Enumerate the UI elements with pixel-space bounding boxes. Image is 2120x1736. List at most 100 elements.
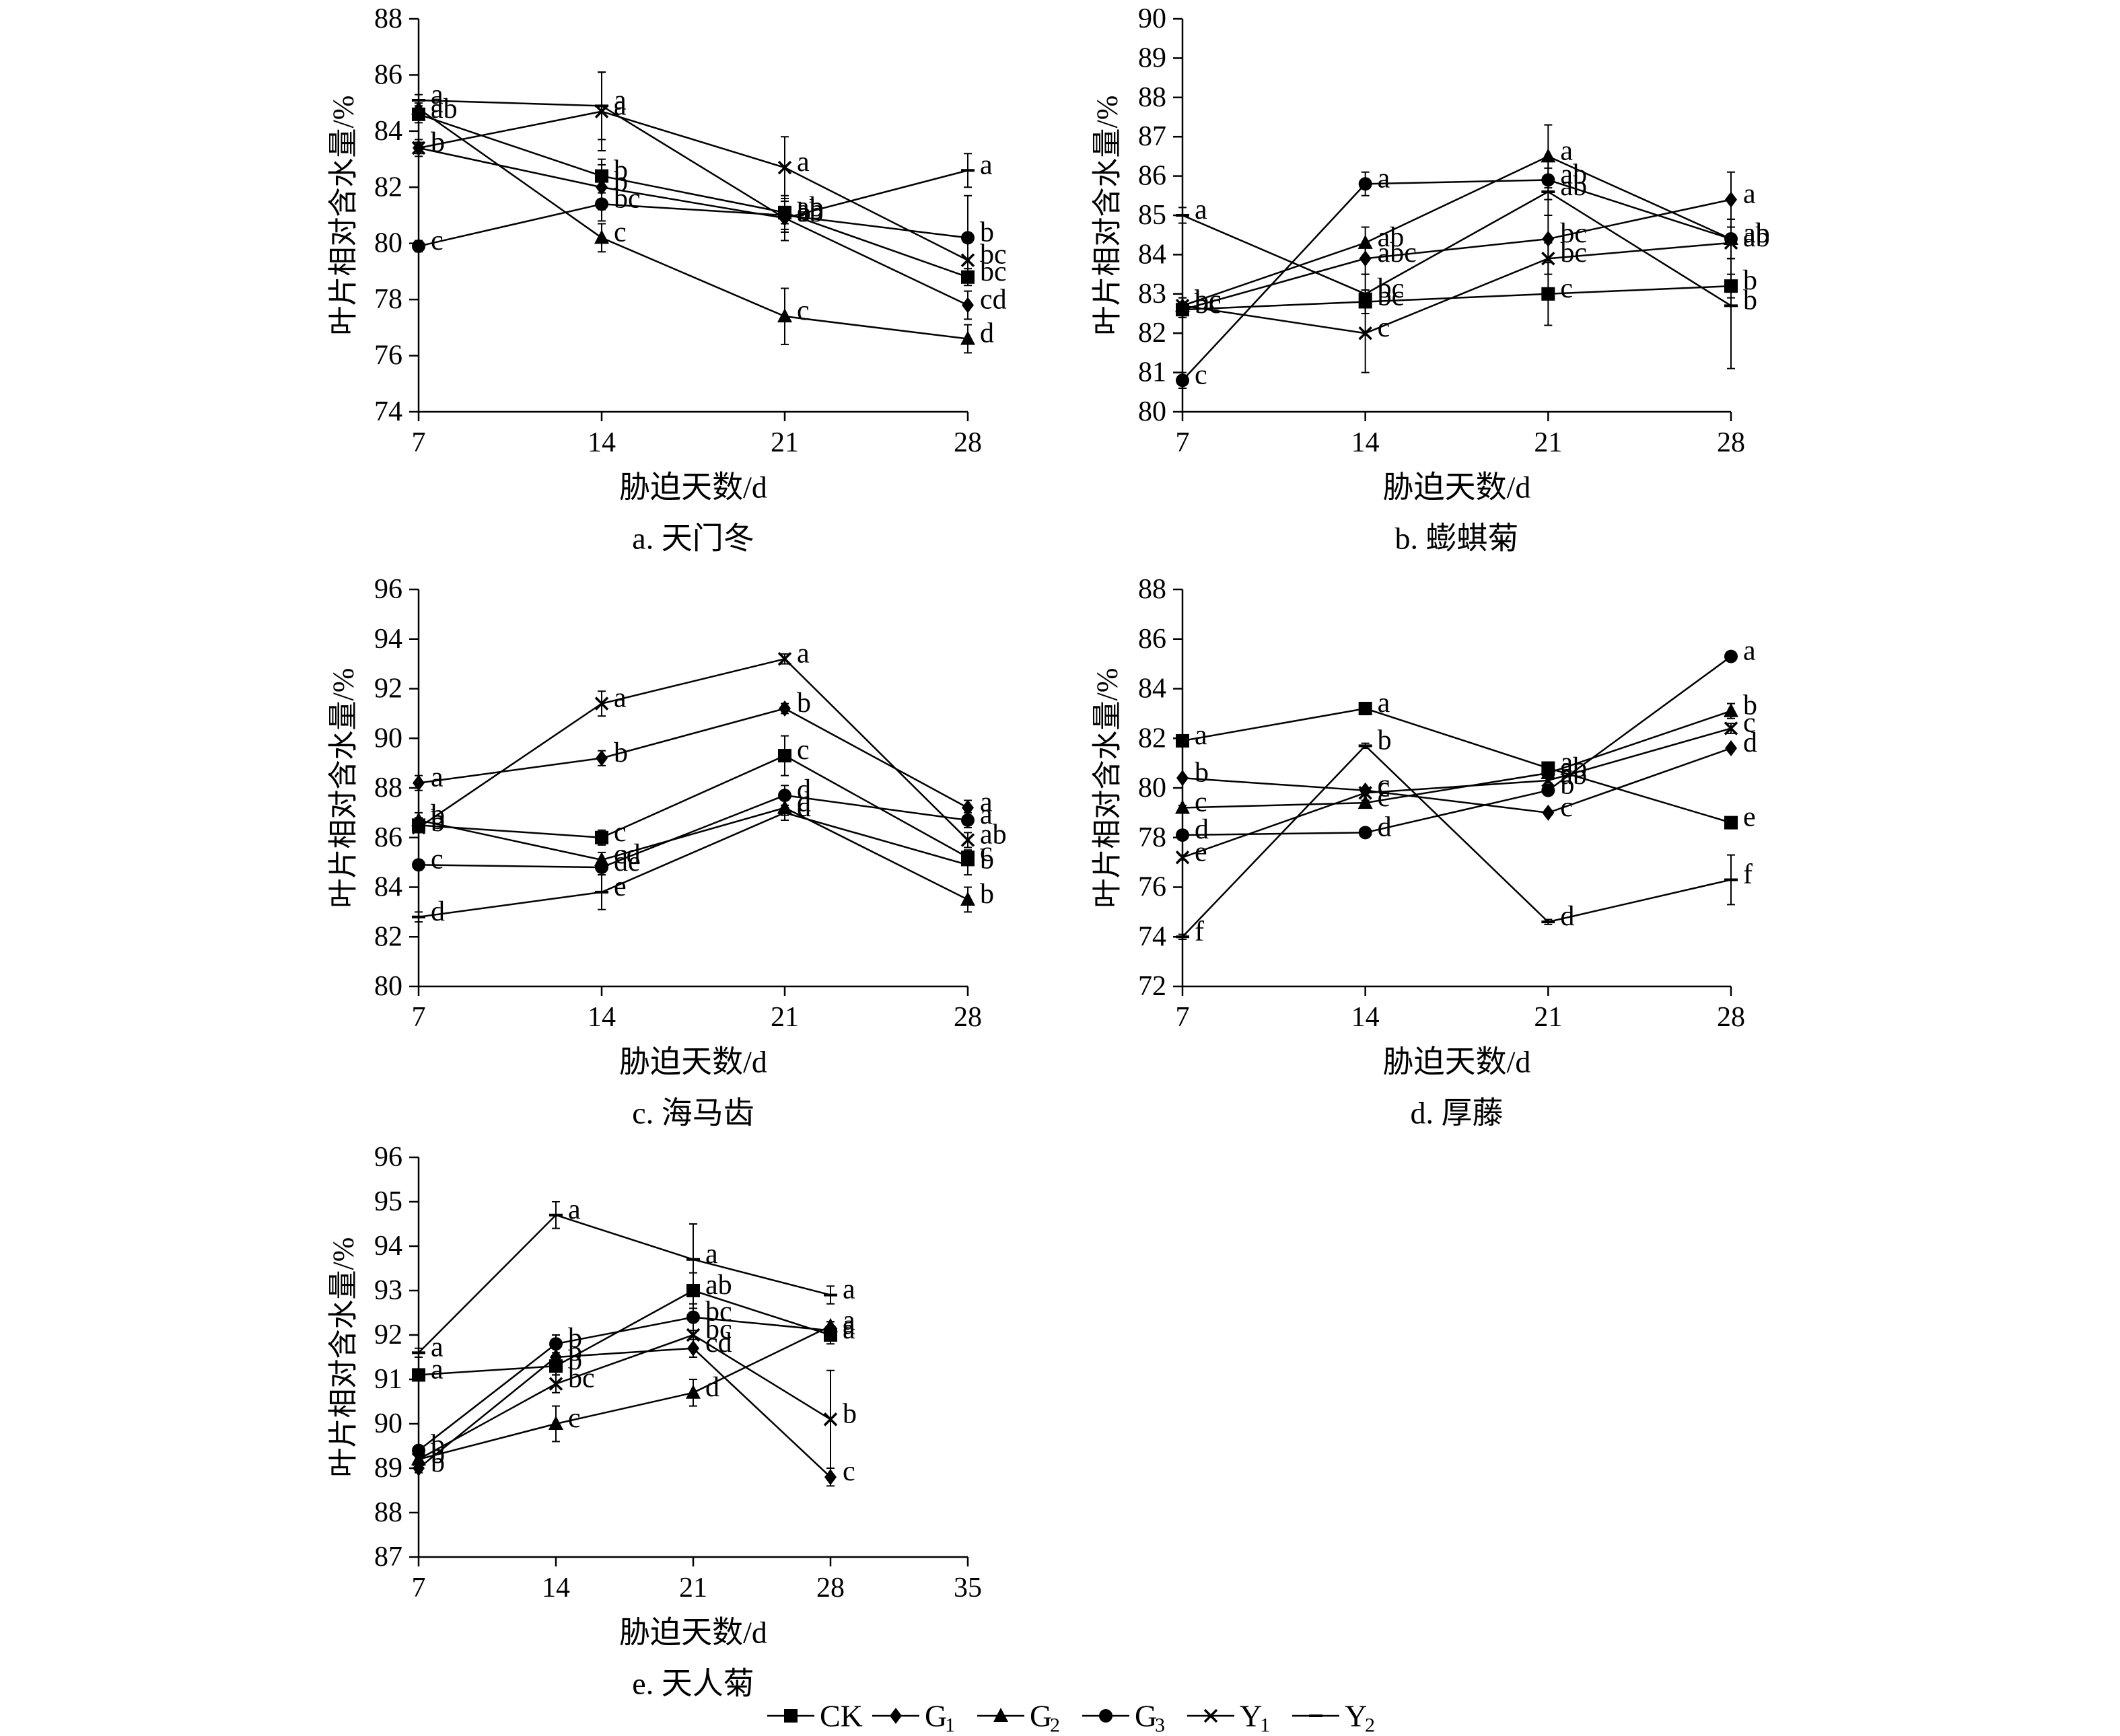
significance-letter: b: [614, 155, 628, 186]
significance-letter: bc: [705, 1314, 732, 1345]
series-line: [418, 1347, 831, 1478]
x-tick-label: 21: [1534, 1002, 1562, 1033]
significance-letter: b: [980, 879, 994, 910]
series-line: [418, 1289, 831, 1376]
significance-letter: bc: [1560, 218, 1587, 249]
significance-letter: ab: [705, 1270, 732, 1301]
series-line: [418, 99, 968, 219]
significance-letter: d: [1560, 901, 1574, 932]
significance-letter: cd: [705, 1328, 732, 1359]
series-line: [418, 794, 968, 869]
significance-letter: c: [843, 1456, 855, 1487]
significance-letter: b: [568, 1336, 582, 1367]
significance-letter: ab: [1560, 159, 1587, 190]
panel-caption: e. 天人菊: [632, 1667, 754, 1701]
significance-letter: c: [431, 844, 444, 875]
significance-letter: c: [568, 1403, 581, 1434]
data-point: [1724, 816, 1738, 830]
x-tick-label: 14: [1351, 1002, 1380, 1033]
y-tick-label: 88: [374, 1497, 402, 1528]
y-tick-label: 81: [1138, 357, 1166, 388]
significance-letter: a: [431, 87, 444, 118]
y-tick-label: 90: [1138, 3, 1166, 34]
y-tick-label: 92: [374, 1319, 402, 1350]
series-line: [418, 203, 968, 248]
series-line: [418, 108, 968, 340]
x-tick-label: 21: [679, 1572, 707, 1603]
significance-letter: b: [614, 166, 628, 197]
legend-item-Y2: Y2: [1292, 1699, 1375, 1736]
data-point: [1358, 702, 1372, 715]
x-tick-label: 14: [588, 427, 616, 458]
significance-letter: a: [1560, 748, 1573, 779]
data-point: [549, 1377, 563, 1391]
chart-panel-3: 80 82 84 86 88 90 92 94 96 7 14 21 28 叶片相对含水量/% 胁迫天数/d…: [327, 574, 1007, 1130]
series-line: [418, 1325, 831, 1461]
series-line: [1182, 285, 1732, 311]
data-point: [1541, 773, 1555, 788]
chart-panel-1: 74 76 78 80 82 84 86 88 7 14 21 28 叶片相对含水量/% 胁迫天数/d a.…: [327, 3, 1007, 556]
x-axis-label: 胁迫天数/d: [619, 1045, 767, 1079]
y-axis-label: 叶片相对含水量/%: [327, 1237, 360, 1478]
legend-item-G1: G1: [872, 1699, 955, 1736]
y-tick-label: 90: [374, 1408, 402, 1439]
significance-letter: b: [431, 127, 445, 158]
significance-letter: cd: [980, 284, 1007, 315]
y-tick-label: 80: [374, 971, 402, 1002]
significance-letter: d: [705, 1372, 719, 1403]
legend: CK G1 G2 G3 Y1 Y2: [767, 1699, 1375, 1736]
significance-letter: abc: [1378, 238, 1417, 268]
panel-caption: c. 海马齿: [632, 1096, 754, 1130]
significance-letter: a: [431, 762, 444, 793]
significance-letter: c: [1560, 273, 1573, 304]
data-point: [412, 1368, 425, 1382]
series-line: [418, 110, 968, 261]
data-point: [777, 652, 792, 666]
y-tick-label: 91: [374, 1364, 402, 1395]
significance-letter: b: [568, 1345, 582, 1376]
series-G1: b ccd: [1176, 727, 1757, 823]
data-point: [594, 696, 609, 711]
significance-letter: a: [1743, 636, 1756, 667]
series-line: [418, 113, 968, 278]
x-tick-label: 28: [954, 427, 982, 458]
significance-letter: b: [1743, 285, 1757, 316]
legend-label: Y: [1240, 1699, 1262, 1733]
significance-letter: d: [1378, 811, 1392, 842]
chart-panel-4: 72 74 76 78 80 82 84 86 88 7 14 21 28 叶片相对含水量/% 胁迫天数/d…: [1091, 574, 1758, 1130]
y-tick-label: 87: [1138, 121, 1166, 152]
significance-letter: a: [431, 1332, 444, 1363]
y-tick-label: 78: [374, 284, 402, 315]
data-point: [1542, 804, 1555, 821]
data-point: [1541, 252, 1555, 266]
legend-label: G: [1135, 1699, 1157, 1733]
x-tick-label: 14: [542, 1572, 570, 1603]
y-tick-label: 94: [374, 1231, 402, 1262]
series-line: [418, 754, 968, 859]
significance-letter: bc: [980, 256, 1007, 287]
significance-letter: c: [1560, 792, 1573, 823]
data-point: [412, 858, 425, 872]
significance-letter: b: [1743, 265, 1757, 296]
y-tick-label: 74: [374, 396, 402, 427]
x-tick-label: 28: [816, 1572, 845, 1603]
significance-letter: a: [797, 638, 810, 669]
significance-letter: c: [614, 217, 627, 248]
significance-letter: c: [1195, 359, 1207, 390]
series-line: [418, 707, 968, 809]
significance-letter: a: [797, 147, 810, 178]
x-tick-label: 28: [954, 1002, 982, 1033]
significance-letter: b: [431, 1430, 445, 1461]
significance-letter: ab: [797, 197, 824, 228]
y-tick-label: 88: [374, 3, 402, 34]
significance-letter: a: [1378, 688, 1390, 719]
significance-letter: f: [1743, 859, 1753, 890]
x-axis-label: 胁迫天数/d: [619, 1616, 767, 1650]
data-point: [1176, 733, 1189, 748]
y-axis-label: 叶片相对含水量/%: [327, 96, 360, 336]
significance-letter: c: [1378, 770, 1390, 801]
y-tick-label: 96: [374, 574, 402, 605]
significance-letter: e: [614, 871, 627, 902]
series-line: [1182, 179, 1732, 382]
